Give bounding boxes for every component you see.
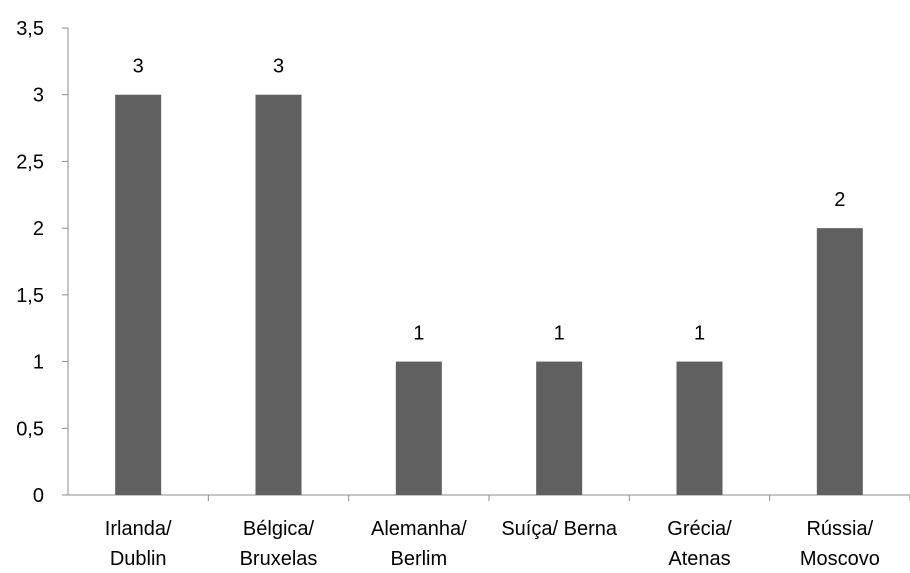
x-category-label: Rússia/ — [806, 518, 873, 540]
bar — [255, 94, 302, 495]
bar — [536, 361, 583, 495]
x-category-label: Moscovo — [800, 548, 880, 570]
bar — [395, 361, 442, 495]
y-tick-label: 3 — [33, 85, 44, 107]
y-tick-label: 2,5 — [16, 151, 44, 173]
y-tick-label: 1 — [33, 352, 44, 374]
data-label: 3 — [133, 56, 144, 78]
bar — [676, 361, 723, 495]
bar — [816, 228, 863, 495]
y-tick-label: 3,5 — [16, 18, 44, 40]
y-tick-label: 2 — [33, 218, 44, 240]
data-label: 3 — [273, 56, 284, 78]
x-category-label: Atenas — [668, 548, 730, 570]
y-tick-label: 0,5 — [16, 418, 44, 440]
x-category-label: Alemanha/ — [371, 518, 467, 540]
bar — [115, 94, 162, 495]
data-label: 2 — [834, 189, 845, 211]
x-category-label: Grécia/ — [667, 518, 732, 540]
y-tick-label: 1,5 — [16, 285, 44, 307]
x-category-label: Dublin — [110, 548, 167, 570]
data-label: 1 — [554, 323, 565, 345]
y-tick-label: 0 — [33, 485, 44, 507]
x-category-label: Bélgica/ — [243, 518, 315, 540]
x-category-label: Suíça/ Berna — [501, 518, 618, 540]
data-label: 1 — [413, 323, 424, 345]
x-category-label: Irlanda/ — [105, 518, 172, 540]
x-category-label: Berlim — [390, 548, 447, 570]
x-category-label: Bruxelas — [240, 548, 318, 570]
data-label: 1 — [694, 323, 705, 345]
